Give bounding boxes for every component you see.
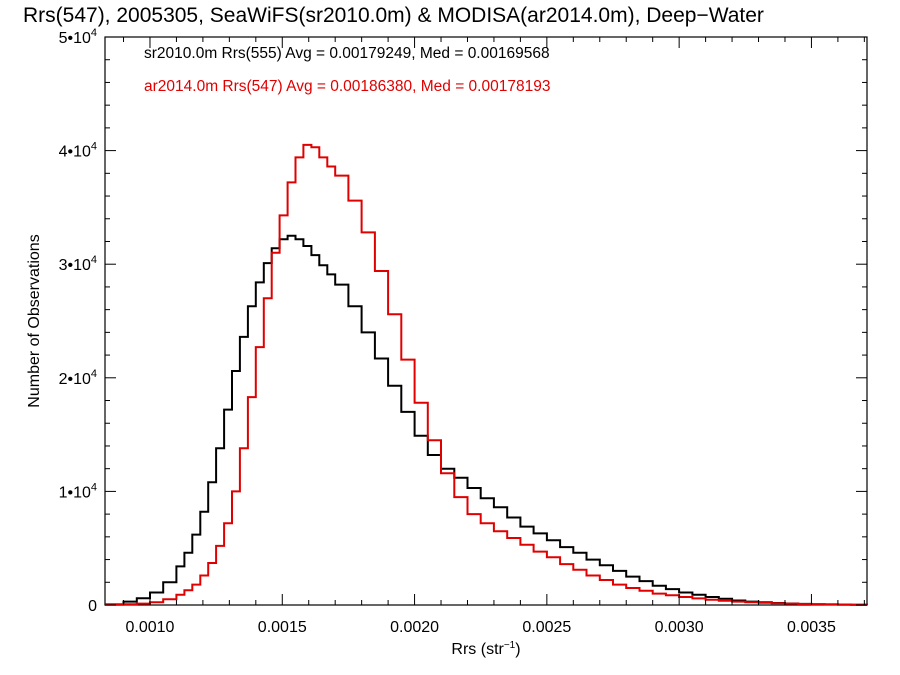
y-tick-label: 3•104 (59, 254, 97, 274)
x-axis-ticks: 0.0010 0.0015 0.0020 0.0025 0.0030 0.0035 (123, 37, 865, 636)
plot-area: 0.0010 0.0015 0.0020 0.0025 0.0030 0.0035 0 1•… (59, 27, 868, 636)
y-tick-label: 5•104 (59, 27, 97, 47)
legend-entry-series-1: sr2010.0m Rrs(555) Avg = 0.00179249, Med… (144, 45, 550, 62)
x-tick-label: 0.0030 (655, 619, 704, 636)
chart-title: Rrs(547), 2005305, SeaWiFS(sr2010.0m) & … (23, 4, 764, 27)
x-tick-label: 0.0035 (787, 619, 836, 636)
x-tick-label: 0.0010 (126, 619, 175, 636)
x-axis-label-superscript: −1 (504, 640, 516, 651)
y-tick-label: 0 (88, 598, 97, 615)
plot-frame (104, 36, 868, 606)
y-tick-label: 2•104 (59, 368, 97, 388)
y-axis-label: Number of Observations (26, 234, 43, 407)
x-axis-label-text: Rrs (str (451, 641, 504, 658)
series-line-1 (105, 234, 868, 606)
x-axis-label: Rrs (str−1) (451, 640, 520, 658)
x-tick-label: 0.0015 (258, 619, 307, 636)
x-axis-label-close: ) (515, 641, 520, 658)
y-tick-label: 4•104 (59, 141, 97, 161)
legend: sr2010.0m Rrs(555) Avg = 0.00179249, Med… (144, 45, 550, 95)
series-line-2 (105, 143, 868, 606)
y-tick-label: 1•104 (59, 481, 97, 501)
y-axis-ticks: 0 1•104 2•104 3•104 4•104 5•104 (59, 27, 867, 615)
legend-entry-series-2: ar2014.0m Rrs(547) Avg = 0.00186380, Med… (144, 78, 550, 95)
x-tick-label: 0.0020 (390, 619, 439, 636)
x-tick-label: 0.0025 (522, 619, 571, 636)
series-layer (105, 143, 868, 606)
